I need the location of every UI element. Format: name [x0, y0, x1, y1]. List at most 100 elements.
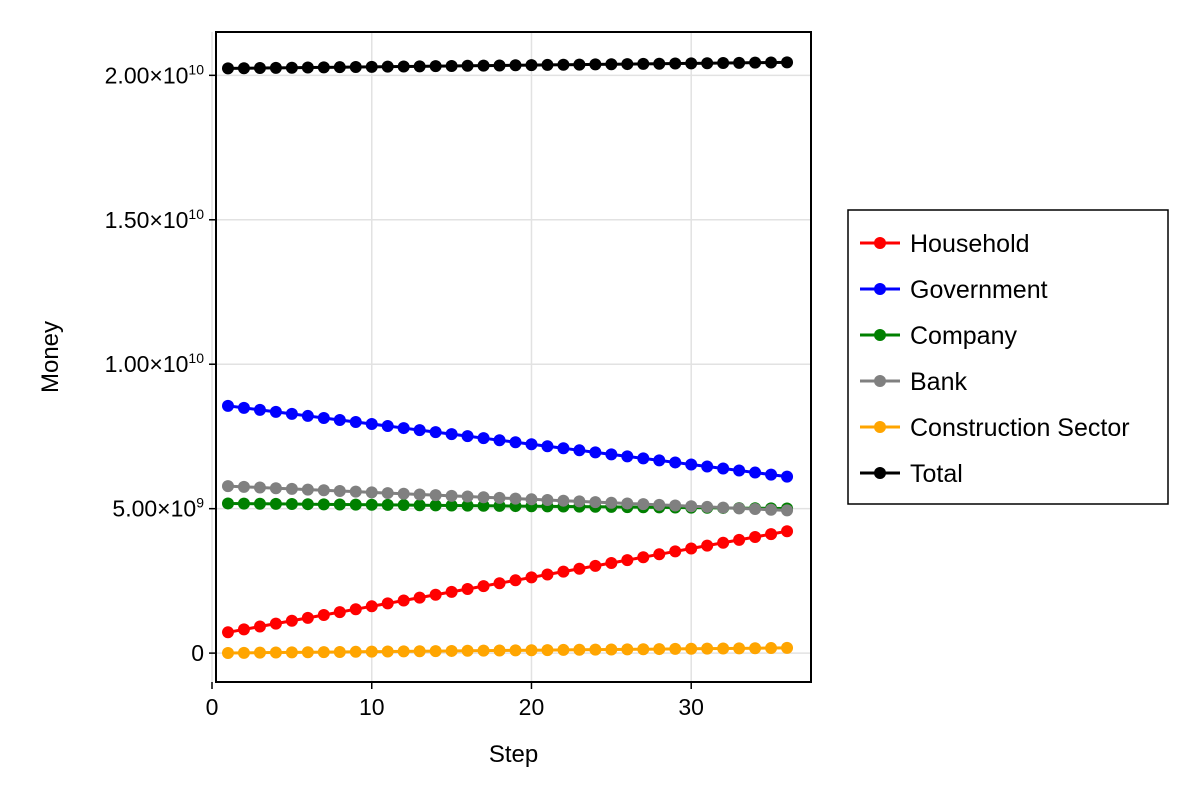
data-point — [637, 551, 650, 564]
data-point — [269, 497, 282, 510]
data-point — [429, 588, 442, 601]
y-tick-exponent: 10 — [188, 61, 204, 77]
data-point — [509, 59, 522, 72]
data-point — [669, 642, 682, 655]
data-point — [733, 502, 746, 515]
legend-swatch-marker — [874, 329, 886, 341]
data-point — [765, 528, 778, 541]
data-point — [429, 489, 442, 502]
legend-item-bank: Bank — [860, 368, 967, 396]
data-point — [317, 484, 330, 497]
data-point — [525, 59, 538, 72]
data-point — [237, 497, 250, 510]
x-tick-label: 30 — [678, 694, 704, 720]
data-point — [461, 59, 474, 72]
data-point — [381, 645, 394, 658]
data-point — [349, 603, 362, 616]
legend-swatch-marker — [874, 375, 886, 387]
data-point — [397, 594, 410, 607]
data-point — [477, 580, 490, 593]
series-total — [221, 56, 794, 75]
data-point — [317, 646, 330, 659]
x-tick-label: 20 — [519, 694, 545, 720]
data-point — [573, 444, 586, 457]
data-point — [557, 643, 570, 656]
data-point — [733, 464, 746, 477]
data-point — [541, 494, 554, 506]
data-point — [525, 438, 538, 451]
data-point — [253, 646, 266, 659]
data-point — [573, 495, 586, 508]
data-point — [685, 542, 698, 555]
data-point — [477, 432, 490, 445]
data-point — [637, 498, 650, 511]
data-point — [733, 533, 746, 546]
data-point — [413, 60, 426, 73]
data-point — [605, 448, 618, 461]
data-point — [285, 482, 298, 495]
legend-item-household: Household — [860, 230, 1030, 258]
data-point — [381, 597, 394, 610]
data-point — [349, 485, 362, 498]
data-point — [669, 456, 682, 469]
data-point — [589, 496, 602, 509]
data-point — [749, 56, 762, 69]
legend-swatch-marker — [874, 467, 886, 479]
data-point — [685, 57, 698, 70]
data-point — [221, 62, 234, 75]
data-point — [445, 489, 458, 502]
data-point — [445, 499, 458, 512]
data-point — [381, 498, 394, 511]
legend-label: Construction Sector — [910, 414, 1130, 442]
data-point — [381, 420, 394, 433]
data-point — [317, 411, 330, 424]
y-tick-mantissa: 0 — [191, 640, 204, 666]
data-point — [637, 643, 650, 656]
y-tick-label: 1.50×1010 — [105, 206, 205, 233]
data-point — [509, 574, 522, 587]
series-government — [221, 399, 794, 483]
data-point — [429, 499, 442, 512]
data-point — [589, 446, 602, 459]
data-point — [621, 58, 634, 71]
legend-item-total: Total — [860, 460, 963, 488]
data-point — [461, 582, 474, 595]
data-point — [765, 503, 778, 516]
data-point — [605, 496, 618, 509]
data-point — [541, 568, 554, 581]
data-point — [557, 565, 570, 578]
data-point — [237, 646, 250, 659]
data-point — [621, 497, 634, 510]
data-point — [765, 642, 778, 655]
data-point — [685, 500, 698, 513]
data-point — [253, 481, 266, 494]
data-point — [237, 480, 250, 493]
data-point — [717, 642, 730, 655]
data-point — [445, 428, 458, 441]
data-point — [461, 499, 474, 512]
data-point — [701, 642, 714, 655]
data-point — [541, 440, 554, 453]
data-point — [397, 645, 410, 658]
data-point — [349, 416, 362, 428]
data-point — [413, 488, 426, 501]
y-axis-label: Money — [37, 321, 64, 393]
legend-label: Household — [910, 230, 1030, 258]
data-point — [557, 494, 570, 507]
data-point — [221, 626, 234, 639]
data-point — [349, 498, 362, 511]
data-point — [701, 539, 714, 552]
data-point — [749, 466, 762, 479]
y-tick-exponent: 9 — [196, 495, 204, 511]
data-point — [717, 501, 730, 514]
data-point — [493, 491, 506, 504]
legend-label: Bank — [910, 368, 967, 396]
legend-swatch-marker — [874, 237, 886, 249]
y-tick-mantissa: 5.00×10 — [112, 496, 196, 522]
data-point — [333, 498, 346, 511]
data-point — [733, 56, 746, 69]
data-point — [269, 482, 282, 495]
data-point — [253, 62, 266, 75]
